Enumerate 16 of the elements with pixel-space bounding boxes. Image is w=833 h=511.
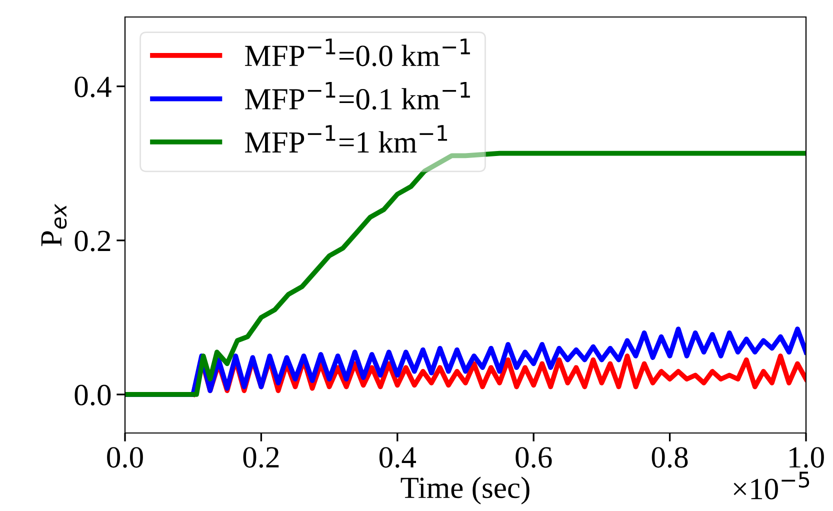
y-tick-label: 0.0 [74, 384, 111, 406]
y-tick-label: 0.4 [74, 76, 112, 98]
x-tick-label: 0.0 [107, 447, 143, 468]
x-tick-label: 0.6 [516, 447, 552, 468]
x-axis-title: Time (sec) [400, 476, 530, 504]
x-tick-label: 0.8 [652, 447, 688, 468]
legend-label: MFP$^{−1}$=0.1 km$^{−1}$ [245, 82, 470, 110]
y-axis-title: P$_{ex}$ [41, 204, 67, 246]
x-tick-label: 0.4 [379, 447, 416, 468]
x-tick-label: 0.2 [243, 447, 279, 468]
line-series [125, 150, 806, 397]
legend-label: MFP$^{−1}$=0.0 km$^{−1}$ [245, 38, 470, 66]
x-tick-label: 1.0 [790, 447, 824, 468]
y-tick-label: 0.2 [74, 230, 110, 252]
text: ×10$^{−5}$ [734, 472, 810, 500]
legend-label: MFP$^{−1}$=1 km$^{−1}$ [245, 125, 448, 152]
